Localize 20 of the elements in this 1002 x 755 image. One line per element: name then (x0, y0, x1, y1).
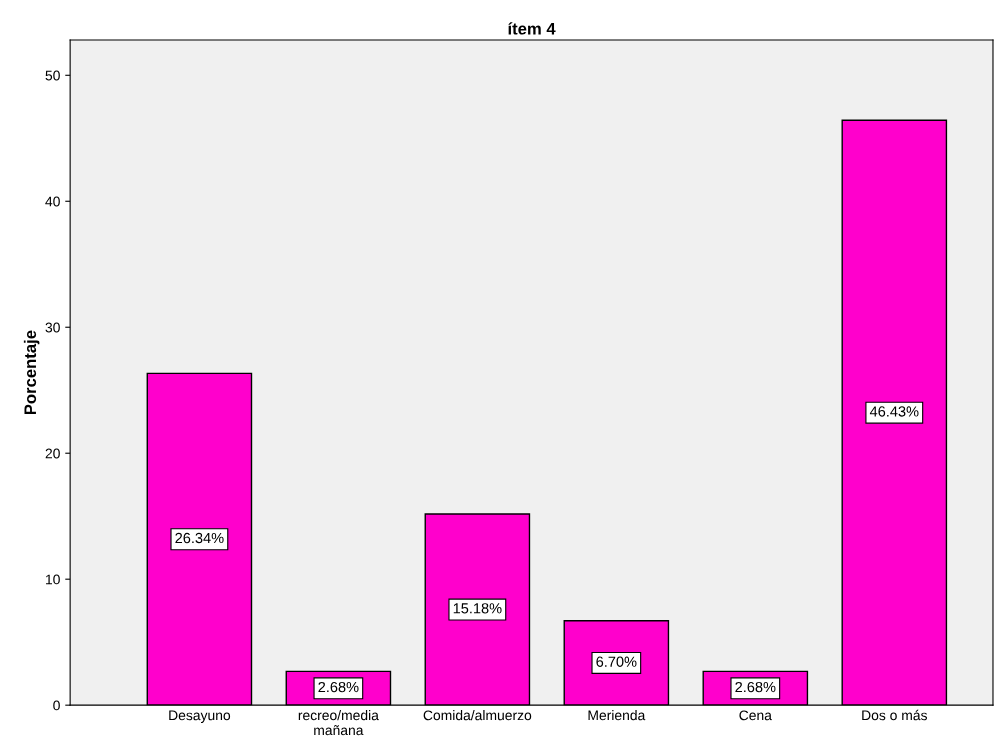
x-tick-label: recreo/media mañana (298, 710, 379, 736)
y-tick-label: 50 (45, 70, 60, 81)
y-axis-title: Porcentaje (23, 330, 40, 415)
data-label: 15.18% (453, 603, 502, 614)
x-tick-label: Desayuno (169, 710, 231, 723)
chart-title: ítem 4 (508, 22, 556, 35)
y-tick-label: 20 (45, 448, 60, 459)
data-label: 6.70% (596, 656, 637, 667)
y-tick-label: 40 (45, 196, 60, 207)
y-tick-label: 30 (45, 322, 60, 333)
x-tick-label: Comida/almuerzo (423, 710, 532, 721)
y-tick-label: 10 (46, 574, 60, 585)
x-tick-label: Dos o más (862, 709, 927, 721)
y-tick-label: 0 (53, 700, 60, 711)
data-label: 26.34% (175, 532, 224, 544)
data-label: 2.68% (735, 681, 776, 693)
data-label: 2.68% (318, 681, 359, 693)
data-label: 46.43% (869, 406, 919, 417)
x-tick-label: Merienda (588, 710, 646, 721)
x-tick-label: Cena (739, 710, 772, 721)
